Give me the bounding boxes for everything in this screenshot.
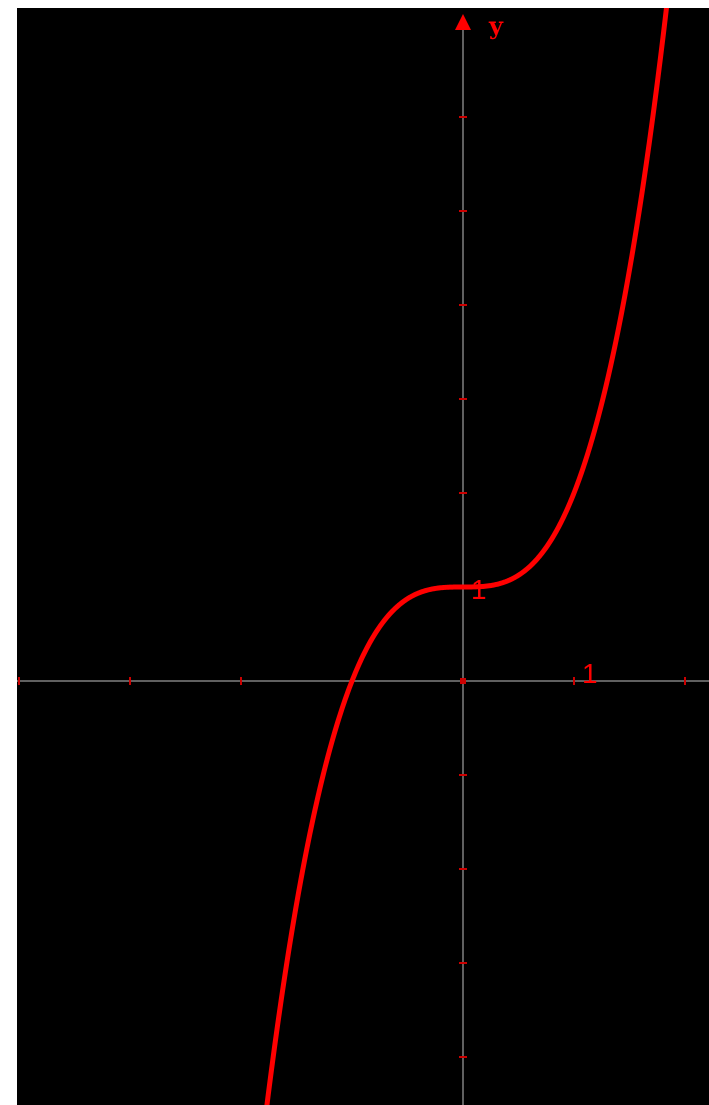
y-tick-label-1: 1	[471, 574, 487, 605]
origin-marker	[460, 678, 466, 684]
x-tick-label-1: 1	[582, 658, 598, 689]
axes	[17, 22, 709, 1105]
y-axis-label: y	[488, 11, 504, 40]
y-axis-arrow-icon	[455, 14, 471, 30]
cubic-curve	[264, 8, 669, 1105]
plot-background	[17, 8, 709, 1105]
